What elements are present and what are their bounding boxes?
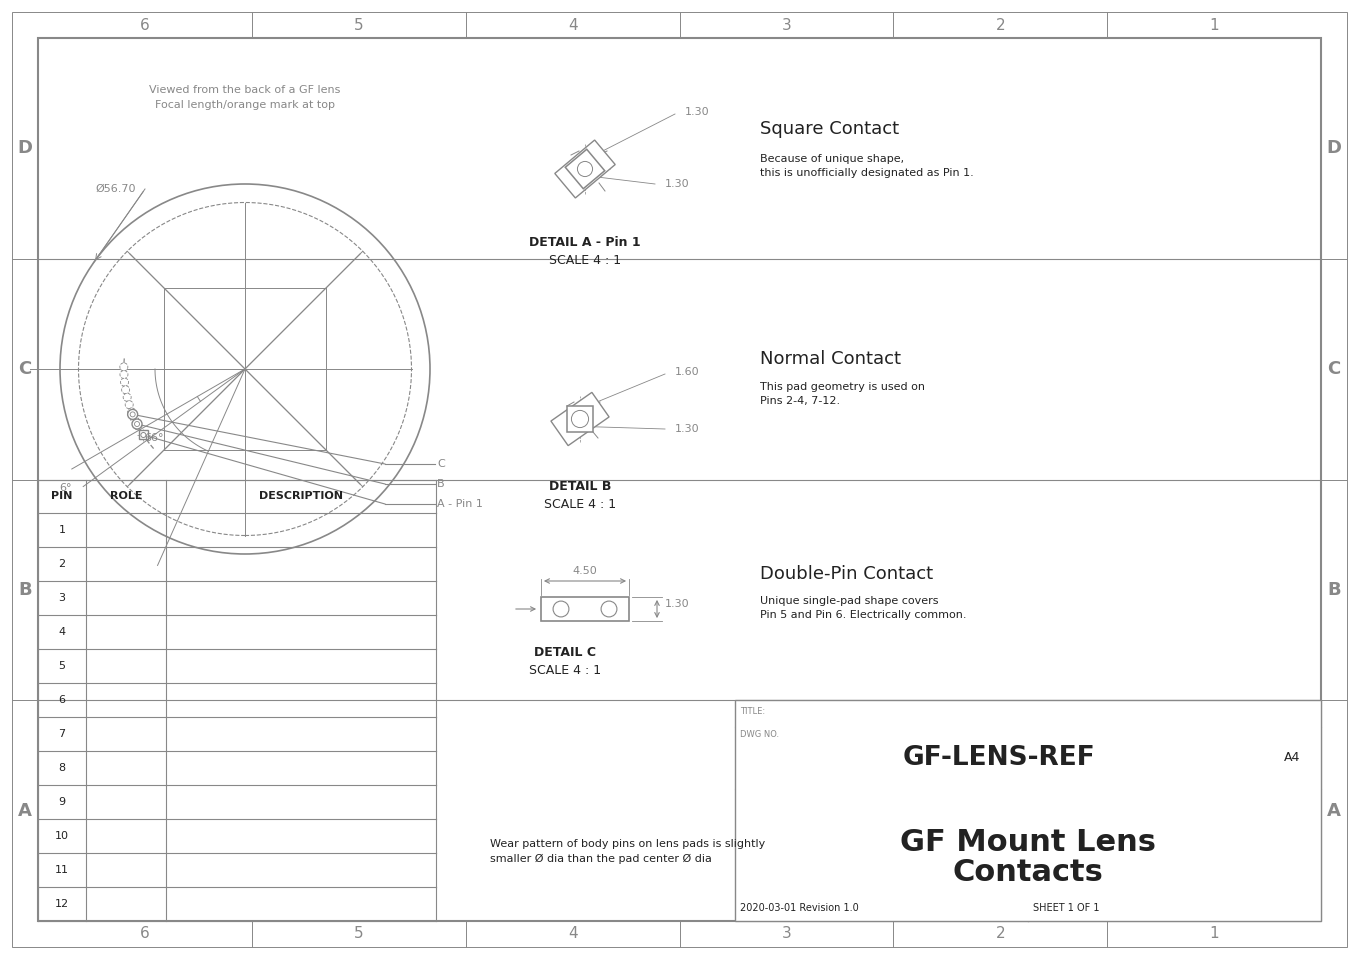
Polygon shape	[554, 140, 616, 198]
Text: C: C	[1328, 361, 1340, 378]
Circle shape	[124, 393, 132, 401]
Text: 3: 3	[58, 594, 65, 603]
Polygon shape	[550, 392, 609, 446]
Text: 4: 4	[58, 627, 65, 638]
Text: Square Contact: Square Contact	[760, 120, 900, 138]
Text: This pad geometry is used on: This pad geometry is used on	[760, 382, 925, 392]
Circle shape	[571, 410, 588, 428]
Text: Wear pattern of body pins on lens pads is slightly: Wear pattern of body pins on lens pads i…	[491, 839, 765, 849]
Text: DETAIL A - Pin 1: DETAIL A - Pin 1	[529, 236, 641, 248]
Text: this is unofficially designated as Pin 1.: this is unofficially designated as Pin 1…	[760, 168, 974, 178]
Text: 1: 1	[1210, 17, 1219, 33]
Text: 2: 2	[58, 559, 65, 570]
Text: 3: 3	[781, 17, 791, 33]
Circle shape	[141, 433, 145, 437]
Text: Because of unique shape,: Because of unique shape,	[760, 154, 904, 164]
Text: A4: A4	[1284, 751, 1301, 764]
Text: B: B	[18, 581, 31, 598]
Text: A: A	[18, 802, 33, 820]
Text: Ø56.70: Ø56.70	[95, 184, 136, 194]
Text: TITLE:: TITLE:	[741, 708, 765, 716]
Circle shape	[121, 378, 129, 386]
Circle shape	[128, 408, 136, 416]
Text: 5: 5	[58, 662, 65, 671]
Text: 2: 2	[995, 926, 1006, 942]
Text: 6: 6	[140, 17, 149, 33]
Text: 1.30: 1.30	[685, 107, 709, 117]
Text: Double-Pin Contact: Double-Pin Contact	[760, 565, 934, 583]
Text: Pin 5 and Pin 6. Electrically common.: Pin 5 and Pin 6. Electrically common.	[760, 610, 966, 620]
Text: 4: 4	[568, 926, 578, 942]
Text: DWG NO.: DWG NO.	[741, 730, 779, 738]
Text: ROLE: ROLE	[110, 491, 143, 502]
Text: 12: 12	[54, 899, 69, 909]
Text: A - Pin 1: A - Pin 1	[438, 499, 482, 509]
Circle shape	[135, 422, 141, 430]
Text: D: D	[18, 139, 33, 157]
Text: B: B	[1328, 581, 1341, 598]
Text: GF-LENS-REF: GF-LENS-REF	[902, 744, 1095, 771]
Text: 8: 8	[58, 763, 65, 773]
Text: Pins 2-4, 7-12.: Pins 2-4, 7-12.	[760, 396, 840, 406]
Text: DETAIL B: DETAIL B	[549, 480, 612, 494]
Text: DETAIL C: DETAIL C	[534, 646, 597, 660]
Text: D: D	[1326, 139, 1341, 157]
Text: smaller Ø dia than the pad center Ø dia: smaller Ø dia than the pad center Ø dia	[491, 854, 712, 864]
Text: Contacts: Contacts	[953, 858, 1104, 887]
Text: 6: 6	[58, 695, 65, 705]
Circle shape	[130, 415, 139, 423]
Text: C: C	[19, 361, 31, 378]
Text: Focal length/orange mark at top: Focal length/orange mark at top	[155, 100, 336, 110]
Text: 1.30: 1.30	[675, 424, 700, 434]
Text: Viewed from the back of a GF lens: Viewed from the back of a GF lens	[149, 85, 341, 95]
Text: C: C	[438, 459, 444, 469]
Polygon shape	[565, 150, 605, 189]
Text: 7: 7	[58, 729, 65, 739]
Text: Normal Contact: Normal Contact	[760, 350, 901, 368]
Text: 1.30: 1.30	[665, 599, 689, 609]
Text: PIN: PIN	[52, 491, 72, 502]
Circle shape	[121, 386, 129, 394]
Text: 3: 3	[781, 926, 791, 942]
Text: SCALE 4 : 1: SCALE 4 : 1	[549, 253, 621, 267]
Text: GF Mount Lens: GF Mount Lens	[900, 829, 1157, 857]
Circle shape	[578, 161, 593, 176]
Text: 1: 1	[58, 526, 65, 535]
Text: Unique single-pad shape covers: Unique single-pad shape covers	[760, 596, 939, 606]
Text: 5: 5	[353, 926, 364, 942]
Circle shape	[125, 401, 133, 409]
Text: B: B	[438, 479, 444, 489]
Circle shape	[120, 370, 128, 379]
Bar	[541, 597, 629, 621]
Circle shape	[135, 422, 140, 427]
Text: 2: 2	[995, 17, 1006, 33]
Text: 9: 9	[58, 797, 65, 807]
Text: SCALE 4 : 1: SCALE 4 : 1	[544, 499, 616, 511]
Text: 10: 10	[54, 831, 69, 841]
Text: 6°: 6°	[60, 483, 72, 493]
Circle shape	[128, 409, 137, 419]
Text: SCALE 4 : 1: SCALE 4 : 1	[529, 665, 601, 677]
Circle shape	[132, 419, 143, 429]
Bar	[139, 431, 148, 439]
Text: 2020-03-01 Revision 1.0: 2020-03-01 Revision 1.0	[741, 902, 859, 913]
Bar	[567, 406, 593, 432]
Circle shape	[601, 601, 617, 617]
Text: 66°: 66°	[144, 433, 164, 443]
Text: SHEET 1 OF 1: SHEET 1 OF 1	[1033, 902, 1099, 913]
Circle shape	[130, 412, 135, 417]
Text: DESCRIPTION: DESCRIPTION	[260, 491, 342, 502]
Text: 4.50: 4.50	[572, 566, 598, 576]
Text: 1.30: 1.30	[665, 179, 689, 189]
Text: 6: 6	[140, 926, 149, 942]
Bar	[735, 700, 1321, 921]
Text: 4: 4	[568, 17, 578, 33]
Text: 1.60: 1.60	[675, 367, 700, 377]
Text: A: A	[1326, 802, 1341, 820]
Text: 11: 11	[54, 865, 69, 875]
Text: 1: 1	[1210, 926, 1219, 942]
Circle shape	[120, 363, 128, 371]
Circle shape	[553, 601, 569, 617]
Text: 5: 5	[353, 17, 364, 33]
